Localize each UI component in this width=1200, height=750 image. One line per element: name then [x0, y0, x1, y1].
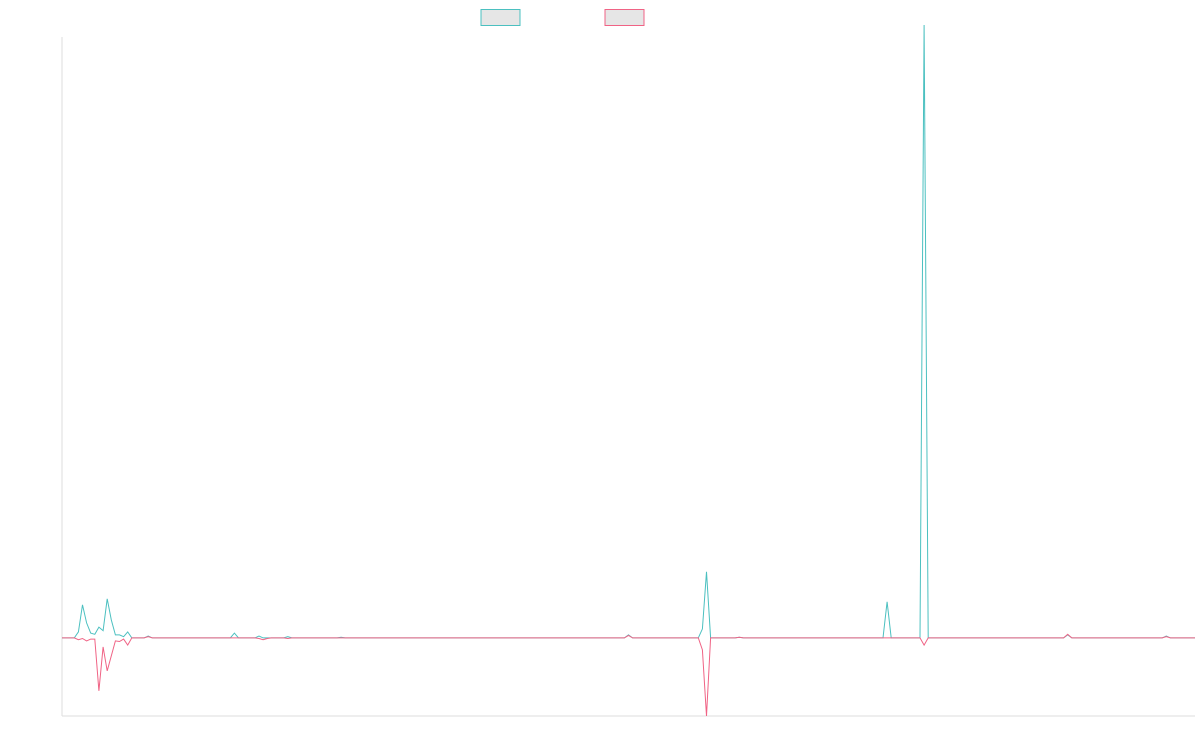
series-line-2 — [62, 633, 1195, 717]
series-layer — [62, 24, 1195, 717]
legend-swatch-2[interactable] — [604, 9, 645, 26]
series-line-1 — [62, 24, 1195, 639]
legend — [480, 9, 645, 26]
legend-swatch-1[interactable] — [480, 9, 521, 26]
